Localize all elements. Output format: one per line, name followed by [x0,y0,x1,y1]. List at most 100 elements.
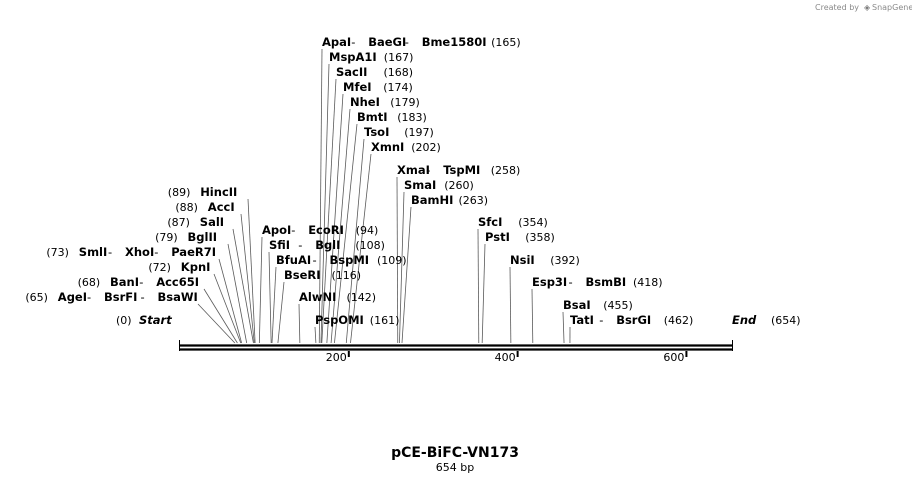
site-position: (161) [370,314,400,327]
site-position: (358) [525,231,555,244]
enzyme-name: Esp3I [532,275,567,289]
enzyme-name: XmaI [397,163,430,177]
plasmid-length: 654 bp [436,461,474,474]
enzyme-name: BanI [110,275,139,289]
site-leader-line [401,206,412,344]
site-leader-line [509,266,512,344]
site-leader-line [531,288,534,344]
enzyme-name: BsaWI [158,290,198,304]
enzyme-name: ApaI [322,35,351,49]
name-separator: - [599,313,603,327]
enzyme-name: XmnI [371,140,404,154]
site-leader-line [330,108,351,344]
name-separator: - [141,290,145,304]
enzyme-name: BsrGI [616,313,651,327]
name-separator: - [426,163,430,177]
name-separator: - [405,35,409,49]
site-position: (68) [78,276,101,289]
site-labels: (89) HincII(88) AccI (87) SalI (79) BglII (73) S… [25,35,693,327]
enzyme-name: SfiI [269,238,290,252]
site-leader-line [562,311,565,344]
enzyme-name: NsiI [510,253,535,267]
site-position: (174) [383,81,413,94]
enzyme-name: BsmBI [586,275,627,289]
enzyme-name: Acc65I [156,275,199,289]
end-position: (654) [771,314,801,327]
enzyme-name: BsaI [563,298,591,312]
name-separator: - [569,275,573,289]
site-position: (197) [404,126,434,139]
tick-label: 600 [663,351,684,364]
site-leader-line [321,78,337,344]
enzyme-name: TatI [570,313,594,327]
credit-prefix: Created by [815,3,859,12]
site-leader-line [477,228,480,344]
plasmid-name: pCE-BiFC-VN173 [391,445,519,461]
site-leader-line [399,191,405,344]
enzyme-name: Bme1580I [422,35,487,49]
site-position: (455) [603,299,633,312]
tick-label: 400 [495,351,516,364]
enzyme-name: PstI [485,230,510,244]
enzyme-name: TsoI [364,125,389,139]
enzyme-name: BmtI [357,110,388,124]
site-position: (354) [518,216,548,229]
site-leader-line [268,251,272,344]
site-leader-line [320,63,330,344]
enzyme-name: BseRI [284,268,321,282]
enzyme-name: PspOMI [315,313,364,327]
site-position: (94) [356,224,379,237]
name-separator: - [351,35,355,49]
enzyme-name: BspMI [330,253,370,267]
site-position: (258) [491,164,521,177]
site-leader-line [213,273,242,344]
enzyme-name: TspMI [443,163,480,177]
site-position: (79) [155,231,178,244]
site-position: (165) [491,36,521,49]
site-leader-line [277,281,285,344]
name-separator: - [313,253,317,267]
site-leader-line [240,213,255,344]
enzyme-name: BglI [315,238,340,252]
name-separator: - [108,245,112,259]
enzyme-name: BamHI [411,193,453,207]
snapgene-logo-icon: ◈ [864,3,871,12]
enzyme-name: BsrFI [104,290,137,304]
enzyme-name: BglII [188,230,218,244]
site-leader-line [197,303,236,344]
site-leader-line [481,243,486,344]
site-position: (65) [25,291,48,304]
end-label: End [732,313,757,327]
enzyme-name: HincII [200,185,237,199]
enzyme-name: KpnI [181,260,211,274]
enzyme-name: ApoI [262,223,291,237]
site-leader-line [334,123,358,344]
enzyme-name: MfeI [343,80,372,94]
site-position: (87) [167,216,190,229]
name-separator: - [298,238,302,252]
enzyme-name: PaeR7I [171,245,216,259]
scale-ticks: 200 400 600 [326,351,688,364]
site-position: (88) [175,201,198,214]
site-position: (183) [397,111,427,124]
site-leader-line [258,236,263,344]
site-leader-line [218,258,243,344]
enzyme-name: SfcI [478,215,502,229]
site-leader-line [345,138,365,344]
enzyme-name: EcoRI [308,223,344,237]
site-position: (462) [664,314,694,327]
site-position: (179) [390,96,420,109]
site-leader-line [203,288,238,344]
site-leader-line [396,176,399,344]
site-leader-line [350,153,372,344]
site-position: (108) [355,239,385,252]
site-leader-line [227,243,248,344]
site-position: (202) [411,141,441,154]
site-position: (73) [46,246,69,259]
site-leader-lines [197,48,571,344]
tick-label: 200 [326,351,347,364]
site-position: (392) [550,254,580,267]
start-position: (0) [116,314,132,327]
site-leader-line [314,326,317,344]
site-position: (168) [384,66,414,79]
